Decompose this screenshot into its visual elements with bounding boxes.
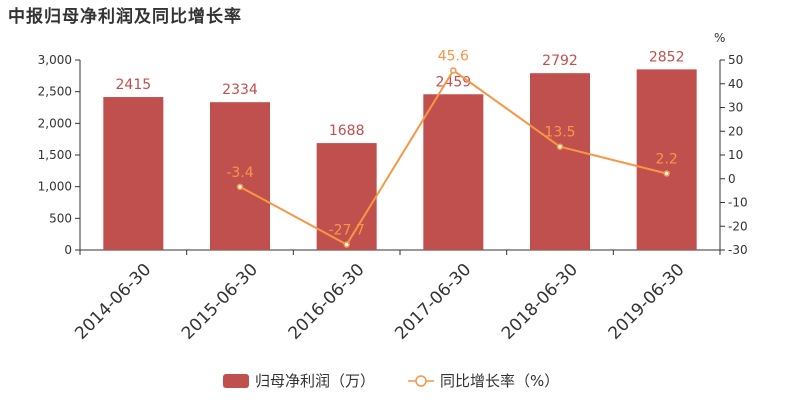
x-category-label: 2018-06-30	[498, 260, 582, 344]
x-category-label: 2017-06-30	[391, 260, 475, 344]
growth-value-label: -3.4	[226, 165, 253, 181]
bar-value-label: 2792	[542, 53, 578, 69]
bar-value-label: 2459	[436, 74, 472, 90]
growth-value-label: -27.7	[329, 223, 365, 239]
x-category-label: 2015-06-30	[178, 260, 262, 344]
y-left-tick-label: 1,000	[38, 180, 72, 194]
bar	[530, 73, 590, 250]
bar	[636, 69, 697, 250]
growth-point	[343, 241, 350, 248]
bar	[316, 143, 377, 250]
bar-value-label: 2852	[649, 49, 685, 65]
y-right-tick-label: 20	[728, 124, 743, 138]
growth-point	[556, 143, 564, 150]
y-right-unit-label: %	[714, 31, 725, 45]
y-left-tick-label: 3,000	[38, 53, 72, 67]
y-right-tick-label: 30	[728, 101, 743, 115]
y-right-tick-label: 50	[728, 53, 743, 67]
chart-title: 中报归母净利润及同比增长率	[8, 7, 242, 27]
bar-value-label: 1688	[329, 123, 365, 139]
y-right-tick-label: 10	[728, 148, 743, 162]
bar	[210, 102, 270, 251]
y-left-tick-label: 0	[64, 243, 72, 257]
x-category-label: 2019-06-30	[605, 260, 689, 344]
y-left-tick-label: 500	[49, 211, 72, 225]
y-left-tick-label: 2,500	[38, 85, 72, 99]
x-category-label: 2014-06-30	[71, 260, 155, 344]
bar	[423, 94, 484, 250]
growth-value-label: 2.2	[656, 152, 678, 168]
y-left-tick-label: 1,500	[38, 148, 72, 162]
legend-bar-label: 归母净利润（万）	[255, 372, 375, 390]
growth-point	[236, 183, 244, 191]
legend-line-label: 同比增长率（%）	[440, 372, 559, 390]
bar	[103, 97, 164, 250]
legend-line-marker	[415, 375, 427, 387]
y-right-tick-label: 0	[728, 172, 736, 186]
growth-value-label: 45.6	[438, 48, 469, 64]
growth-value-label: 13.5	[544, 125, 575, 141]
y-right-tick-label: -20	[728, 219, 748, 233]
y-right-tick-label: -30	[728, 243, 748, 257]
growth-point	[450, 67, 457, 74]
legend-bar-swatch	[223, 374, 249, 388]
bar-value-label: 2415	[116, 77, 152, 93]
x-category-label: 2016-06-30	[285, 260, 369, 344]
y-left-tick-label: 2,000	[38, 116, 72, 130]
y-right-tick-label: 40	[728, 77, 743, 91]
y-right-tick-label: -10	[728, 196, 748, 210]
bar-value-label: 2334	[222, 82, 258, 98]
growth-point	[663, 170, 670, 177]
